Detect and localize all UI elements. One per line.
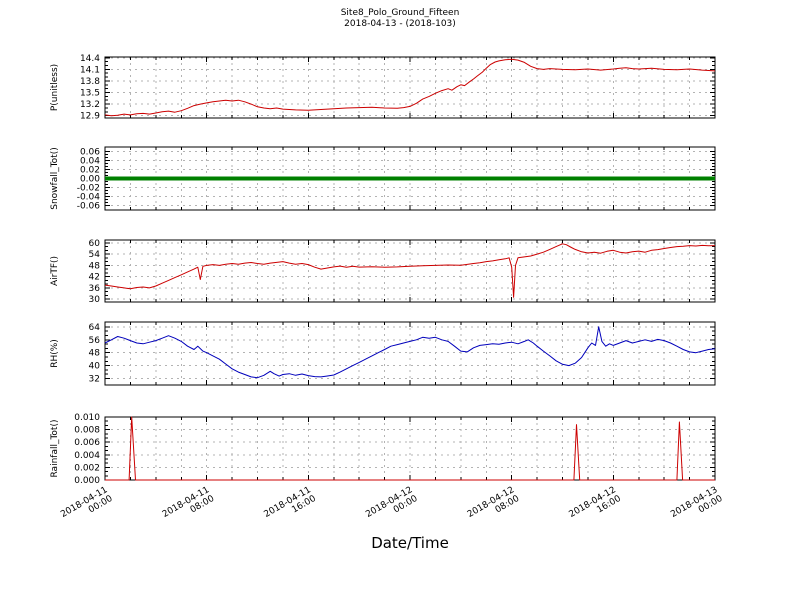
ytick-label: 40 xyxy=(89,362,101,372)
ytick-label: -0.02 xyxy=(77,184,100,194)
ytick-label: 36 xyxy=(89,284,101,294)
y-axis-title-snowfall-tot: Snowfall_Tot() xyxy=(50,147,60,210)
chart-title: Site8_Polo_Ground_Fifteen 2018-04-13 - (… xyxy=(0,8,800,30)
ytick-label: 48 xyxy=(89,261,101,271)
ytick-label: 0.004 xyxy=(74,451,100,461)
ytick-label: 0.010 xyxy=(74,413,100,423)
ytick-label: 42 xyxy=(89,273,100,283)
ytick-label: 0.006 xyxy=(74,438,100,448)
ytick-label: 54 xyxy=(89,250,101,260)
y-axis-title-rainfall-tot: Rainfall_Tot() xyxy=(50,420,60,478)
series-airtf xyxy=(104,243,716,298)
ytick-label: 30 xyxy=(89,295,101,305)
ytick-label: 13.8 xyxy=(80,77,100,87)
ytick-label: 14.4 xyxy=(80,54,100,64)
ytick-label: -0.04 xyxy=(77,193,101,203)
series-rh-percent xyxy=(104,326,716,379)
ytick-label: 13.2 xyxy=(80,100,100,110)
ytick-label: 60 xyxy=(89,239,101,249)
panel-rh-percent: 32 40 48 56 64 RH(%) xyxy=(50,321,716,386)
panel-p-unitless: 12.9 13.213.5 13.8 14.114.4 P(unitless) xyxy=(50,54,716,122)
x-axis-title: Date/Time xyxy=(371,534,449,552)
ytick-label: 0.02 xyxy=(80,166,100,176)
ytick-label: 0.008 xyxy=(74,426,100,436)
ytick-label: 64 xyxy=(89,323,101,333)
ytick-label: 56 xyxy=(89,336,101,346)
ytick-label: 0.04 xyxy=(80,157,100,167)
panel-rainfall-tot: 0.000 0.002 0.004 0.006 0.008 0.010 Rainfall_T… xyxy=(50,413,716,486)
ytick-label: 0.00 xyxy=(80,175,100,185)
ytick-label: 0.06 xyxy=(80,148,100,158)
chart-title-line2: 2018-04-13 - (2018-103) xyxy=(344,19,456,29)
series-p-unitless xyxy=(104,58,716,117)
y-axis-title-p-unitless: P(unitless) xyxy=(50,64,60,111)
ytick-label: 48 xyxy=(89,349,101,359)
panel-snowfall-tot: -0.06-0.04-0.020.000.020.040.06 Snowfall_… xyxy=(50,146,716,212)
series-rainfall-tot xyxy=(105,416,715,481)
y-axis-title-airtf: AirTF() xyxy=(50,256,60,286)
ytick-label: 13.5 xyxy=(80,89,100,99)
ytick-label: -0.06 xyxy=(77,202,101,212)
ytick-label: 12.9 xyxy=(80,112,100,122)
ytick-label: 0.000 xyxy=(74,476,100,486)
chart-title-line1: Site8_Polo_Ground_Fifteen xyxy=(340,8,460,18)
ytick-label: 14.1 xyxy=(80,65,100,75)
ytick-label: 32 xyxy=(89,375,100,385)
y-axis-title-rh-percent: RH(%) xyxy=(50,339,60,368)
ytick-label: 0.002 xyxy=(74,463,100,473)
